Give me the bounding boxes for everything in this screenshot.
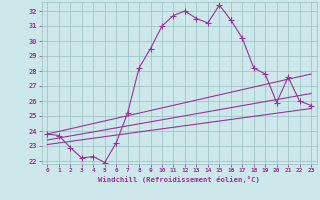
X-axis label: Windchill (Refroidissement éolien,°C): Windchill (Refroidissement éolien,°C) — [98, 176, 260, 183]
